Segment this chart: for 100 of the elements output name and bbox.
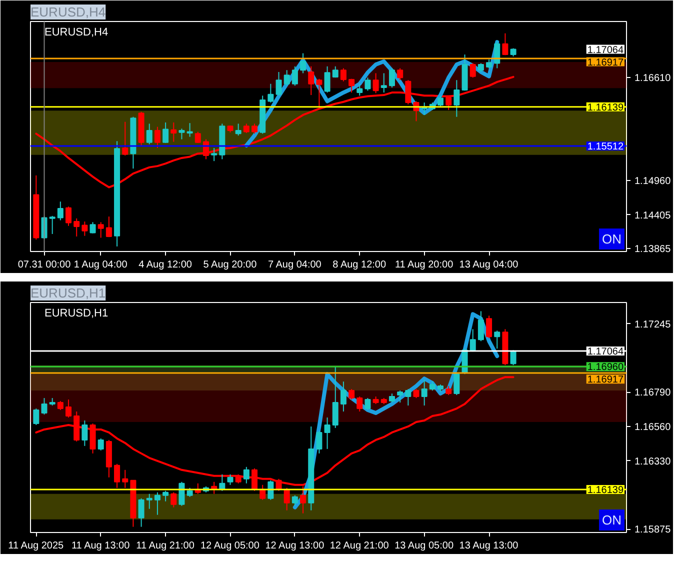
x-tick-label: 7 Aug 04:00 xyxy=(268,260,322,270)
x-tick-label: 13 Aug 13:00 xyxy=(459,540,519,552)
x-tick-label: 5 Aug 20:00 xyxy=(203,260,258,270)
ref-line-label: 1.16917 xyxy=(587,374,624,386)
candlestick xyxy=(292,494,298,506)
candlestick xyxy=(470,328,476,352)
x-tick-label: 13 Aug 04:00 xyxy=(459,260,519,270)
candlestick xyxy=(332,366,338,428)
candlestick xyxy=(340,68,346,82)
ref-line-label: 1.17064 xyxy=(587,346,624,358)
candlestick xyxy=(421,380,428,406)
x-tick-label: 1 Aug 04:00 xyxy=(74,260,128,270)
x-tick-label: 12 Aug 21:00 xyxy=(330,540,390,552)
candlestick xyxy=(162,122,169,144)
line-series xyxy=(35,76,514,188)
candlestick xyxy=(74,218,80,237)
candlestick xyxy=(268,83,274,104)
candlestick xyxy=(316,78,322,108)
candlestick xyxy=(348,78,355,94)
y-tick-label: 1.13865 xyxy=(634,244,672,256)
y-tick-label: 1.16330 xyxy=(634,456,672,468)
candlestick xyxy=(397,68,404,81)
ref-line-label: 1.16139 xyxy=(587,485,624,496)
candlestick xyxy=(170,492,177,508)
candlestick xyxy=(268,480,274,500)
candlestick xyxy=(494,40,500,69)
candlestick xyxy=(90,222,96,234)
x-tick-label: 8 Aug 12:00 xyxy=(332,260,386,270)
text: 1.17064 xyxy=(587,44,624,56)
candlestick xyxy=(300,52,306,74)
x-tick-label: 13 Aug 05:00 xyxy=(394,540,454,552)
candlestick xyxy=(380,72,387,94)
candlestick xyxy=(308,66,314,96)
candlestick xyxy=(364,398,371,411)
chart-title: EURUSD,H4 xyxy=(44,26,108,38)
candlestick xyxy=(478,310,484,342)
candlestick xyxy=(146,493,152,510)
candlestick xyxy=(348,388,355,400)
ref-line-label: 1.16917 xyxy=(587,57,624,68)
x-tick-label: 11 Aug 13:00 xyxy=(71,540,130,552)
candlestick xyxy=(324,66,330,94)
candlestick xyxy=(66,399,72,418)
x-tick-label: 4 Aug 12:00 xyxy=(138,260,192,270)
candlestick xyxy=(437,95,444,107)
candlestick xyxy=(243,123,250,134)
candlestick xyxy=(122,469,128,488)
candlestick xyxy=(90,422,96,454)
candlestick xyxy=(41,398,48,416)
chart-title: EURUSD,H4 xyxy=(30,4,106,20)
candlestick xyxy=(49,215,56,234)
text: ON xyxy=(602,512,622,528)
candlestick xyxy=(356,396,363,412)
candlestick xyxy=(178,481,185,506)
candlestick xyxy=(340,381,346,412)
chart-title: EURUSD,H1 xyxy=(30,286,106,300)
candlestick xyxy=(364,77,371,92)
candlestick xyxy=(324,417,330,450)
candlestick xyxy=(252,123,258,134)
candlestick xyxy=(405,80,412,105)
candlestick xyxy=(114,463,120,488)
candlestick xyxy=(470,62,476,78)
candlestick xyxy=(454,372,460,396)
candlestick xyxy=(74,411,80,442)
candlestick xyxy=(486,315,492,339)
candlestick xyxy=(292,66,298,86)
candlestick xyxy=(397,390,404,404)
candlestick xyxy=(178,128,185,140)
ref-line-label: 1.15512 xyxy=(587,142,624,153)
ref-line-label: 1.16139 xyxy=(587,102,624,114)
candlestick xyxy=(227,474,234,486)
text: EURUSD,H1 xyxy=(44,308,108,320)
candlestick xyxy=(316,430,322,454)
candlestick xyxy=(276,71,282,96)
candlestick xyxy=(502,32,508,56)
candlestick xyxy=(284,70,290,86)
candlestick xyxy=(388,68,395,88)
candlestick xyxy=(82,420,88,446)
ref-line-label: 1.16960 xyxy=(587,362,624,374)
x-tick-label: 07.31 00:00 xyxy=(18,260,72,270)
y-tick-label: 1.17245 xyxy=(634,319,672,330)
candlestick xyxy=(33,408,40,426)
candlestick xyxy=(243,466,250,484)
candlestick xyxy=(57,201,64,221)
candlestick xyxy=(154,126,160,148)
text: ON xyxy=(602,232,622,246)
candlestick xyxy=(356,83,363,96)
y-tick-label: 1.16610 xyxy=(634,73,672,84)
x-tick-label: 12 Aug 13:00 xyxy=(265,540,325,552)
candlestick xyxy=(146,123,152,145)
candlestick xyxy=(106,216,112,238)
candlestick xyxy=(122,121,128,156)
candlestick xyxy=(494,330,500,350)
candlestick xyxy=(82,221,88,236)
candlestick xyxy=(138,498,144,528)
y-tick-label: 1.16560 xyxy=(634,422,672,433)
candlestick xyxy=(284,487,290,511)
y-tick-label: 1.14960 xyxy=(634,176,672,187)
x-tick-label: 11 Aug 2025 xyxy=(8,540,64,552)
y-tick-label: 1.14405 xyxy=(634,210,672,222)
x-tick-label: 11 Aug 20:00 xyxy=(394,260,454,270)
